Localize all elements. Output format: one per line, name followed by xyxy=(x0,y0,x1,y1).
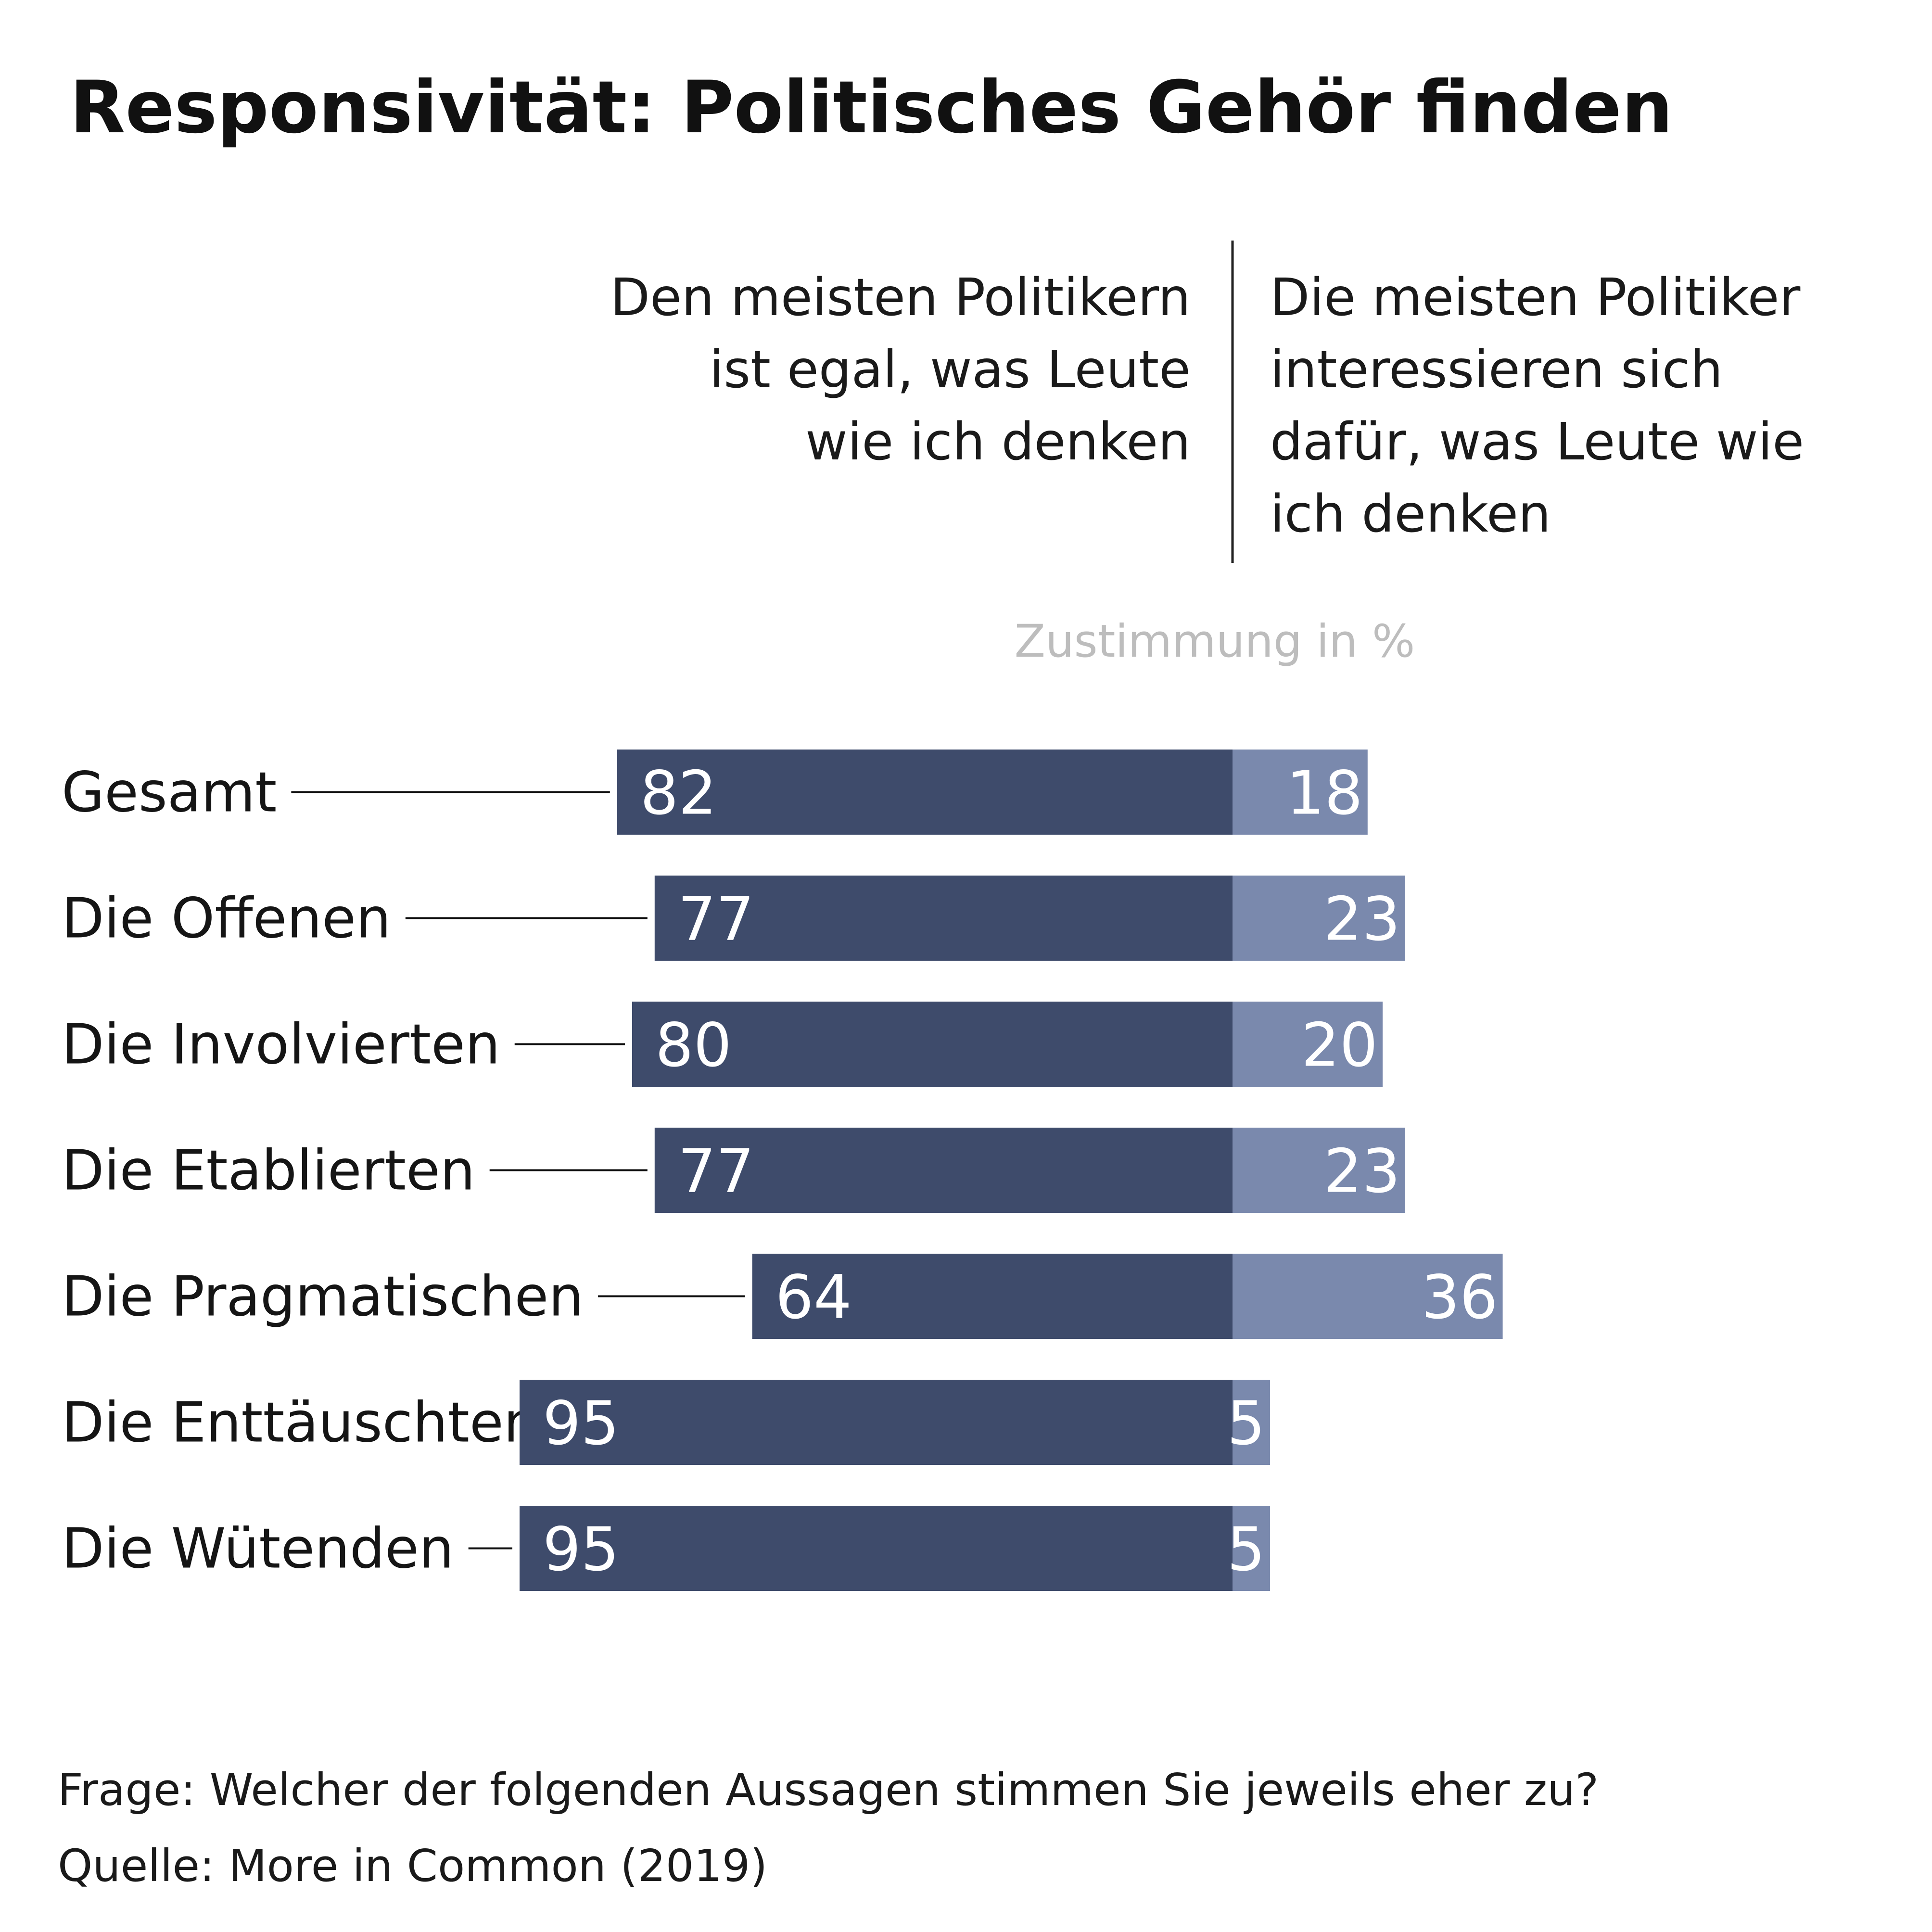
header-left-line-1: Den meisten Politikern xyxy=(610,268,1191,328)
bar-right-segment xyxy=(1233,1254,1503,1339)
bar-right-segment xyxy=(1233,1380,1270,1465)
unit-label: Zustimmung in % xyxy=(1015,615,1415,668)
bar-right-segment xyxy=(1233,1506,1270,1591)
footnote-source: Quelle: More in Common (2019) xyxy=(58,1840,767,1892)
value-label-left: 95 xyxy=(543,1515,619,1585)
value-label-left: 77 xyxy=(678,1137,754,1207)
value-label-right: 20 xyxy=(1301,1011,1378,1080)
category-label: Die Enttäuschten xyxy=(62,1391,539,1455)
value-label-right: 5 xyxy=(1227,1389,1265,1459)
bar-left-segment xyxy=(520,1506,1233,1591)
category-label: Die Wütenden xyxy=(62,1517,454,1581)
header-right-line-3: dafür, was Leute wie xyxy=(1270,412,1804,472)
value-label-right: 18 xyxy=(1286,759,1363,828)
bar-left-segment xyxy=(632,1002,1233,1087)
category-label: Die Offenen xyxy=(62,887,391,951)
bar-left-segment xyxy=(752,1254,1233,1339)
chart-title: Responsivität: Politisches Gehör finden xyxy=(70,66,1673,150)
header-left-line-2: ist egal, was Leute xyxy=(709,340,1191,400)
bar-right-segment xyxy=(1233,1128,1405,1213)
value-label-left: 82 xyxy=(640,759,717,828)
bar-right-segment xyxy=(1233,876,1405,961)
category-label: Gesamt xyxy=(62,761,277,825)
value-label-left: 95 xyxy=(543,1389,619,1459)
value-label-right: 23 xyxy=(1324,885,1400,954)
bar-left-segment xyxy=(654,1128,1233,1213)
header-right-line-1: Die meisten Politiker xyxy=(1270,268,1800,328)
value-label-right: 5 xyxy=(1227,1515,1265,1585)
value-label-left: 80 xyxy=(655,1011,732,1080)
category-label: Die Etablierten xyxy=(62,1139,475,1203)
header-left-line-3: wie ich denken xyxy=(805,412,1191,472)
category-label: Die Pragmatischen xyxy=(62,1265,584,1329)
bar-left-segment xyxy=(520,1380,1233,1465)
bar-right-segment xyxy=(1233,750,1368,835)
value-label-left: 77 xyxy=(678,885,754,954)
category-label: Die Involvierten xyxy=(62,1013,500,1077)
bar-right-segment xyxy=(1233,1002,1383,1087)
bars-group: Gesamt 82 18 Die Offenen 77 23 Die Involvierte… xyxy=(62,750,1503,1591)
header-right-line-2: interessieren sich xyxy=(1270,340,1723,400)
header-right-line-4: ich denken xyxy=(1270,484,1551,544)
value-label-right: 36 xyxy=(1422,1263,1498,1333)
bar-left-segment xyxy=(617,750,1233,835)
value-label-left: 64 xyxy=(775,1263,852,1333)
bar-left-segment xyxy=(654,876,1233,961)
value-label-right: 23 xyxy=(1324,1137,1400,1207)
footnote-question: Frage: Welcher der folgenden Aussagen st… xyxy=(58,1764,1599,1816)
